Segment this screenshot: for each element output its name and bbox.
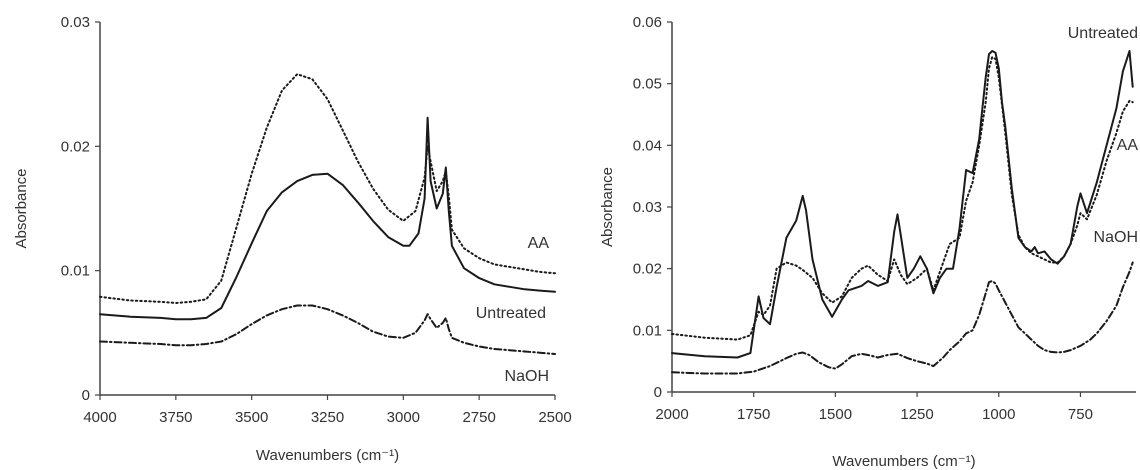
x-tick-label: 1750 [737,406,770,423]
x-tick-label: 2750 [462,409,495,426]
y-tick-label: 0.03 [61,14,90,31]
x-axis-label: Wavenumbers (cm⁻¹) [832,453,975,470]
x-tick-label: 1000 [982,406,1015,423]
y-tick-label: 0.03 [633,199,662,216]
x-tick-label: 2500 [538,409,571,426]
series-label-aa: AA [528,235,550,252]
y-tick-label: 0.04 [633,137,662,154]
y-axis-label: Absorbance [599,167,616,247]
y-tick-label: 0 [654,384,662,401]
series-line-untreated [99,116,556,321]
x-tick-label: 3000 [387,409,420,426]
y-tick-label: 0.01 [61,263,90,280]
series-label-untreated: Untreated [476,305,546,322]
x-tick-label: 1250 [900,406,933,423]
y-tick-label: 0.05 [633,76,662,93]
chart-2: 0 0.01 0.02 0.03 0.04 0.05 0.06 2000 1750 1500 125… [599,14,1138,470]
y-tick-label: 0.06 [633,14,662,31]
x-tick-label: 3500 [235,409,268,426]
x-tick-label: 2000 [655,406,688,423]
y-tick-label: 0.01 [633,322,662,339]
x-tick-label: 3750 [159,409,192,426]
y-axis-label: Absorbance [13,168,30,248]
x-tick-label: 4000 [83,409,116,426]
series-label-naoh: NaOH [1094,229,1138,246]
series-line-untreated [671,50,1134,359]
x-tick-label: 750 [1068,406,1093,423]
series-line-naoh [99,304,556,355]
series-line-naoh [671,261,1134,375]
series-line-aa [99,73,556,304]
series-label-aa: AA [1117,137,1139,154]
chart-1: 0 0.01 0.02 0.03 4000 3750 3500 3250 3000 2750 250… [13,14,572,464]
x-tick-label: 3250 [311,409,344,426]
series-line-aa [671,56,1134,341]
series-label-naoh: NaOH [505,368,549,385]
series-label-untreated: Untreated [1068,25,1138,42]
x-tick-label: 1500 [819,406,852,423]
y-tick-label: 0.02 [61,138,90,155]
y-tick-label: 0 [82,387,90,404]
x-axis-label: Wavenumbers (cm⁻¹) [256,447,399,464]
y-tick-label: 0.02 [633,261,662,278]
